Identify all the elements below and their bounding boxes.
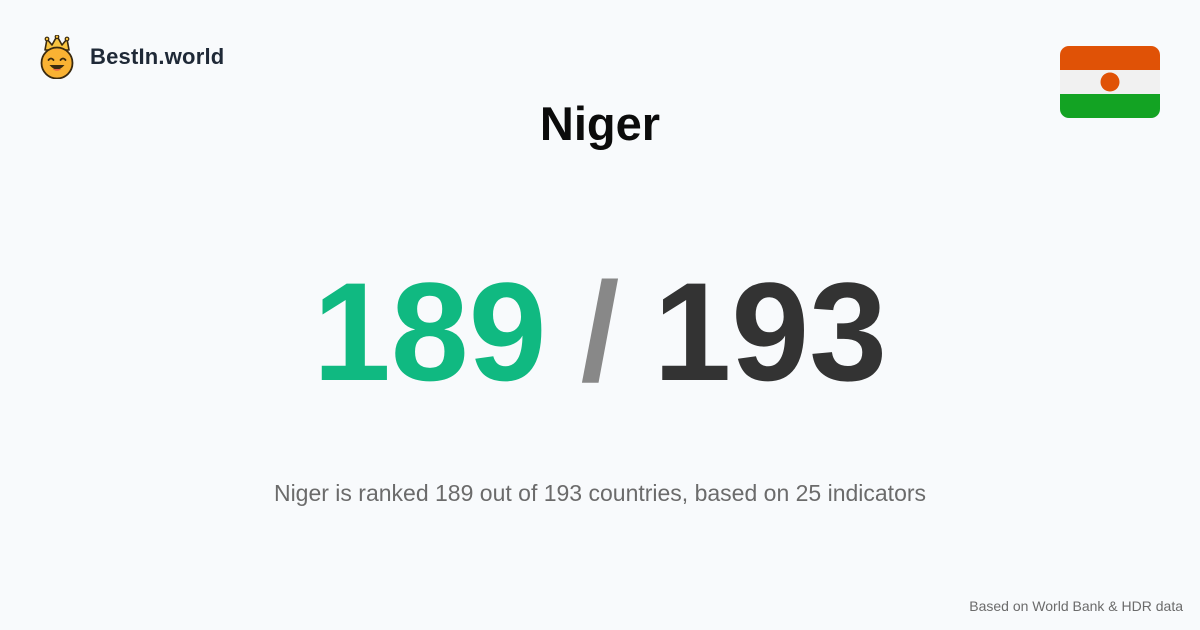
brand-link[interactable]: BestIn.world: [38, 35, 224, 79]
data-source-note: Based on World Bank & HDR data: [969, 598, 1183, 614]
brand-name: BestIn.world: [90, 44, 225, 69]
rank-separator: /: [580, 253, 620, 410]
rank-position: 189: [312, 253, 547, 410]
page-title: Niger: [539, 97, 661, 150]
crown-smiley-icon: [40, 35, 74, 79]
flag-stripe-bottom: [1060, 94, 1160, 118]
niger-flag-icon: [1060, 46, 1160, 118]
rank-display: 189/193: [0, 262, 1200, 402]
flag-disc: [1100, 72, 1120, 92]
flag-stripe-top: [1060, 46, 1160, 70]
rank-summary: Niger is ranked 189 out of 193 countries…: [273, 480, 927, 506]
rank-total: 193: [653, 253, 888, 410]
